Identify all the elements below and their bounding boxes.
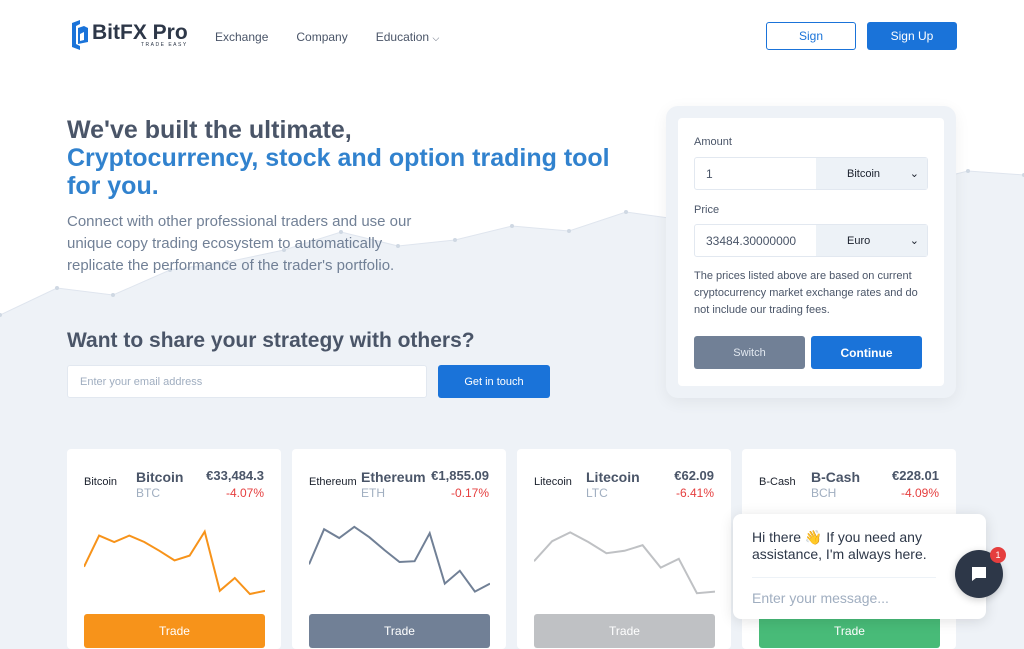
main-nav: Exchange Company Education ⌵ (215, 30, 439, 44)
coin-image: Ethereum (309, 476, 357, 488)
coin-price: €228.01 (892, 468, 939, 483)
divider (752, 577, 936, 578)
amount-currency-value: Bitcoin (847, 167, 881, 180)
coin-symbol: ETH (361, 486, 385, 500)
coin-card: Litecoin Litecoin LTC €62.09 -6.41% Trad… (517, 449, 731, 649)
nav-company[interactable]: Company (296, 30, 348, 44)
hero-title-line: We've built the ultimate, (67, 116, 352, 144)
get-in-touch-button[interactable]: Get in touch (438, 365, 550, 398)
header: BitFX Pro TRADE EASY Exchange Company Edu… (0, 0, 1024, 70)
brand-tagline: TRADE EASY (140, 41, 188, 48)
nav-exchange[interactable]: Exchange (215, 30, 269, 44)
chart-dot (966, 169, 970, 173)
coin-price: €1,855.09 (431, 468, 489, 483)
sign-button[interactable]: Sign (766, 22, 856, 50)
chart-dot (396, 244, 400, 248)
chart-dot (567, 229, 571, 233)
share-title: Want to share your strategy with others? (67, 329, 475, 352)
coin-card: Ethereum Ethereum ETH €1,855.09 -0.17% T… (292, 449, 506, 649)
price-input[interactable]: 33484.30000000 (706, 233, 797, 248)
chat-message-input[interactable] (752, 586, 952, 610)
sparkline-path (534, 531, 715, 595)
coin-name: Litecoin (586, 469, 640, 485)
sparkline-path (309, 525, 490, 593)
amount-currency-select[interactable]: Bitcoin ⌄ (816, 158, 927, 189)
price-currency-select[interactable]: Euro ⌄ (816, 225, 927, 256)
coin-image: Bitcoin (84, 476, 118, 488)
chat-message: Hi there 👋 If you need any assistance, I… (752, 529, 927, 562)
chevron-down-icon: ⌄ (909, 235, 919, 247)
coin-change: -4.09% (900, 486, 939, 500)
price-label: Price (694, 204, 720, 216)
sparkline-path (84, 529, 265, 596)
chart-dot (225, 260, 229, 264)
coin-symbol: BTC (136, 486, 160, 500)
hero-lead: Connect with other professional traders … (67, 213, 412, 274)
chart-dot (282, 248, 286, 252)
coin-change: -0.17% (450, 486, 489, 500)
chart-dot (510, 224, 514, 228)
hero-title-highlight: Cryptocurrency, stock and option trading… (67, 144, 610, 200)
trade-button[interactable]: Trade (84, 614, 265, 648)
converter-note: The prices listed above are based on cur… (694, 270, 918, 316)
coin-symbol: LTC (586, 486, 608, 500)
converter-widget: Amount 1 Bitcoin ⌄ Price 33484.30000000 E… (666, 106, 956, 398)
coin-change: -4.07% (225, 486, 264, 500)
email-input[interactable] (67, 365, 427, 398)
trade-button[interactable]: Trade (309, 614, 490, 648)
chart-dot (55, 286, 59, 290)
chat-popup: Hi there 👋 If you need any assistance, I… (733, 514, 986, 619)
continue-button[interactable]: Continue (811, 336, 922, 369)
nav-education[interactable]: Education ⌵ (376, 30, 440, 44)
nav-education-label: Education (375, 30, 430, 44)
coin-change: -6.41% (675, 486, 714, 500)
chart-dot (339, 230, 343, 234)
coin-image: Litecoin (534, 476, 572, 488)
trade-button[interactable]: Trade (759, 614, 940, 648)
logo[interactable]: BitFX Pro TRADE EASY (70, 20, 188, 50)
trade-button[interactable]: Trade (534, 614, 715, 648)
chart-dot (624, 210, 628, 214)
amount-label: Amount (694, 136, 732, 148)
price-currency-value: Euro (847, 234, 871, 247)
chat-bubble-icon (972, 567, 986, 581)
chart-dot (111, 293, 115, 297)
price-row: 33484.30000000 Euro ⌄ (694, 224, 928, 257)
coin-name: B-Cash (811, 469, 861, 485)
coin-sparkline (84, 529, 265, 596)
coin-name: Bitcoin (136, 469, 184, 485)
amount-input[interactable]: 1 (706, 166, 713, 181)
brand-name: BitFX Pro (92, 20, 188, 44)
sign-up-button[interactable]: Sign Up (867, 22, 957, 50)
coin-sparkline (534, 531, 715, 595)
coin-sparkline (309, 525, 490, 593)
hero-title: We've built the ultimate, Cryptocurrency,… (67, 116, 627, 200)
coin-image: B-Cash (759, 476, 796, 488)
coin-price: €33,484.3 (206, 468, 264, 483)
coin-card: Bitcoin Bitcoin BTC €33,484.3 -4.07% Tra… (67, 449, 281, 649)
switch-button[interactable]: Switch (694, 336, 805, 369)
chart-dot (0, 313, 2, 317)
notification-badge: 1 (990, 547, 1006, 563)
coin-symbol: BCH (811, 486, 837, 500)
coin-name: Ethereum (361, 469, 426, 485)
amount-row: 1 Bitcoin ⌄ (694, 157, 928, 190)
chevron-down-icon: ⌵ (432, 33, 440, 43)
logo-icon (72, 20, 88, 50)
chart-dot (168, 268, 172, 272)
chart-dot (453, 238, 457, 242)
coin-price: €62.09 (674, 468, 714, 483)
chevron-down-icon: ⌄ (909, 168, 919, 180)
